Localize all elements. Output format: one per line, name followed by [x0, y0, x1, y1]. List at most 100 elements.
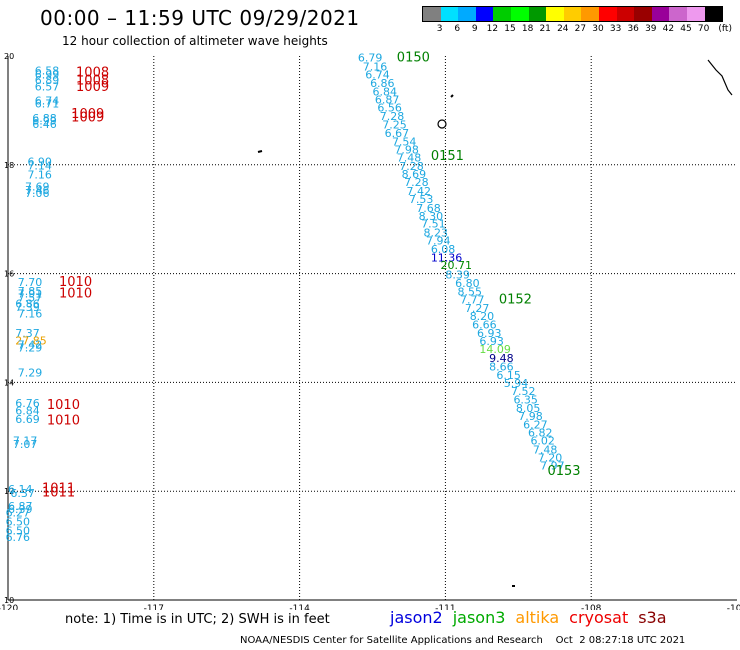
pass-number-label: 0152 — [499, 293, 532, 308]
wave-height-value: 7.37 — [15, 327, 40, 340]
wave-height-value: 6.27 — [523, 418, 548, 431]
wave-height-value: 7.91 — [18, 288, 43, 301]
legend-label: 36 — [627, 24, 639, 34]
pass-number-label: 1009 — [71, 107, 104, 122]
wave-height-value: 6.99 — [32, 115, 57, 128]
legend-label: 45 — [680, 24, 692, 34]
wave-height-value: 7.28 — [380, 110, 405, 123]
wave-height-value: 7.52 — [511, 385, 536, 398]
coastline — [257, 59, 733, 587]
legend-swatch — [528, 7, 547, 21]
legend-swatch — [458, 7, 476, 21]
wave-height-value: 11.36 — [431, 251, 463, 264]
wave-height-value: 6.50 — [6, 516, 31, 529]
pass-number-label: 1008 — [76, 73, 109, 88]
wave-height-value: 7.54 — [392, 135, 417, 148]
wave-height-value: 7.29 — [18, 342, 43, 355]
wave-height-map: -120 -117 -114 -111 -108 -105 20 18 16 14 12 10 6.7… — [0, 51, 740, 610]
wave-height-value: 7.16 — [18, 307, 43, 320]
satellite-legend: jason2 jason3 altika cryosat s3a — [390, 608, 677, 627]
wave-height-value: 6.74 — [365, 68, 390, 81]
pass-number-label: 1010 — [47, 413, 80, 428]
wave-height-value: 6.93 — [477, 327, 502, 340]
lat-tick-label: 12 — [4, 487, 14, 496]
lon-tick-label: -114 — [289, 604, 310, 610]
wave-height-value: 8.66 — [489, 361, 514, 374]
wave-height-value: 7.42 — [18, 338, 43, 351]
legend-color-bar — [422, 6, 724, 22]
satellite-cryosat-label: cryosat — [569, 608, 629, 627]
legend-swatch — [669, 7, 687, 21]
legend-swatch — [563, 7, 582, 21]
wave-height-value: 7.57 — [18, 292, 43, 305]
wave-height-value: 6.90 — [27, 156, 52, 169]
satellite-altika-label: altika — [515, 608, 560, 627]
legend-label: 42 — [662, 24, 675, 34]
lon-tick-label: -105 — [727, 604, 740, 610]
wave-height-value: 6.76 — [6, 531, 31, 544]
wave-height-value: 7.68 — [416, 202, 441, 215]
pass-number-label: 0153 — [547, 464, 580, 479]
legend-label: 12 — [486, 24, 499, 34]
map-title: 00:00 – 11:59 UTC 09/29/2021 — [40, 6, 360, 30]
pass-number-label: 1010 — [59, 275, 92, 290]
legend-label: 3 — [436, 24, 443, 34]
wave-height-value: 6.93 — [479, 335, 504, 348]
legend-swatch — [546, 7, 564, 21]
coastline-segment — [707, 59, 733, 96]
legend-label: 33 — [609, 24, 622, 34]
wave-height-value: 7.69 — [25, 181, 50, 194]
wave-height-labels: 6.797.166.746.866.846.876.567.287.256.67… — [6, 52, 565, 544]
wave-height-value: 6.86 — [15, 298, 40, 311]
wave-height-value: 7.97 — [540, 460, 565, 473]
wave-height-value: 7.28 — [399, 160, 424, 173]
wave-height-value: 7.51 — [421, 218, 446, 231]
wave-height-value: 6.80 — [455, 277, 480, 290]
map-grid — [7, 56, 737, 601]
legend-label: 9 — [471, 24, 478, 34]
pass-number-label: 1009 — [71, 110, 104, 125]
wave-height-value: 7.77 — [460, 294, 485, 307]
wave-height-value: 8.30 — [419, 210, 444, 223]
wave-height-value: 7.06 — [25, 187, 50, 200]
lon-tick-label: -108 — [581, 604, 602, 610]
pass-number-label: 1010 — [59, 287, 92, 302]
legend-swatch — [634, 7, 652, 21]
wave-height-value: 6.89 — [35, 74, 60, 87]
wave-height-value: 7.17 — [13, 435, 38, 448]
wave-height-value: 8.20 — [470, 310, 495, 323]
legend-label: 15 — [504, 24, 516, 34]
wave-height-value: 8.39 — [445, 269, 470, 282]
wave-height-value: 7.53 — [409, 193, 434, 206]
legend-swatch — [616, 7, 635, 21]
legend-swatch — [475, 7, 494, 21]
lat-tick-label: 10 — [4, 596, 14, 605]
wave-height-value: 6.87 — [375, 94, 400, 107]
wave-height-value: 7.48 — [533, 443, 558, 456]
legend-swatch — [581, 7, 599, 21]
wave-height-value: 6.15 — [496, 369, 521, 382]
legend-labels: 3 6 9 12 15 18 21 24 27 30 33 36 39 42 45 70 (ft) — [422, 22, 732, 36]
wave-height-value: 7.16 — [363, 60, 388, 73]
map-subtitle: 12 hour collection of altimeter wave hei… — [62, 34, 328, 48]
wave-height-value: 7.29 — [18, 367, 43, 380]
island-marker — [450, 94, 454, 98]
wave-height-value: 6.69 — [15, 413, 40, 426]
wave-height-value: 8.69 — [402, 168, 427, 181]
legend-swatch — [598, 7, 617, 21]
wave-height-value: 6.14 — [8, 483, 33, 496]
wave-height-value: 6.66 — [472, 319, 497, 332]
wave-height-value: 7.85 — [18, 285, 43, 298]
lat-tick-label: 16 — [4, 270, 14, 279]
wave-height-value: 7.07 — [13, 438, 38, 451]
wave-height-value: 7.14 — [27, 159, 52, 172]
legend-swatch — [493, 7, 511, 21]
wave-height-value: 7.70 — [18, 276, 43, 289]
wave-height-value: 7.39 — [15, 301, 40, 314]
legend-label: 70 — [697, 24, 710, 34]
lon-tick-label: -120 — [0, 604, 18, 610]
wave-height-value: 6.46 — [32, 118, 57, 131]
wave-height-value: 8.05 — [516, 402, 541, 415]
wave-height-value: 6.74 — [35, 95, 60, 108]
pass-number-label: 1009 — [76, 80, 109, 95]
